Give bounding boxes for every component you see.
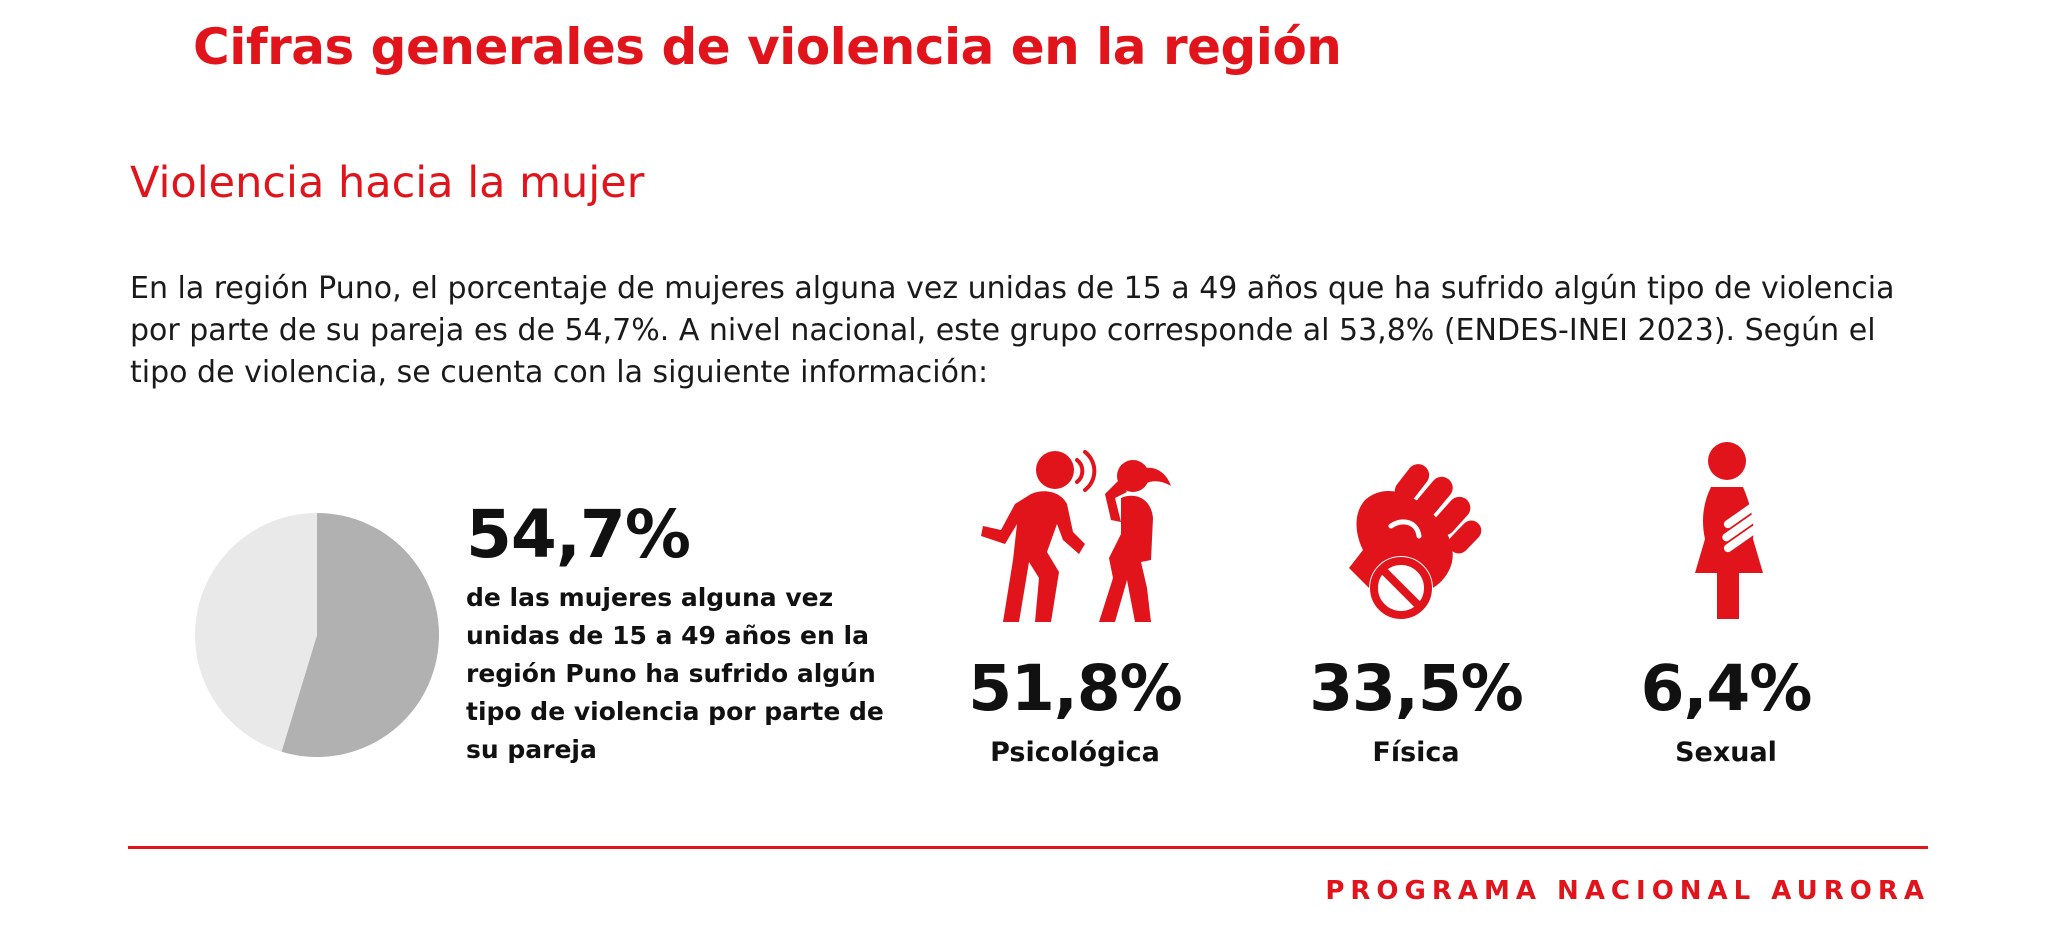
psychological-label: Psicológica	[990, 737, 1160, 768]
physical-percentage: 33,5%	[1309, 652, 1524, 725]
pie-slice	[195, 513, 317, 752]
page-title: Cifras generales de violencia en la regi…	[193, 18, 1342, 76]
physical-label: Física	[1372, 737, 1460, 768]
psychological-percentage: 51,8%	[968, 652, 1183, 725]
pie-chart	[195, 513, 439, 757]
footer-divider	[128, 846, 1928, 849]
highlight-percentage: 54,7%	[466, 496, 691, 573]
section-title: Violencia hacia la mujer	[130, 158, 645, 208]
sexual-percentage: 6,4%	[1640, 652, 1813, 725]
fist-no-violence-icon	[1349, 464, 1482, 620]
intro-paragraph: En la región Puno, el porcentaje de muje…	[130, 271, 1895, 390]
sexual-violence-icon	[1695, 442, 1763, 619]
highlight-description: de las mujeres alguna vez unidas de 15 a…	[466, 583, 884, 764]
pie-slice	[281, 513, 439, 757]
sexual-label: Sexual	[1675, 737, 1777, 768]
psychological-violence-icon	[981, 450, 1171, 622]
footer-brand: PROGRAMA NACIONAL AURORA	[1325, 876, 1930, 906]
